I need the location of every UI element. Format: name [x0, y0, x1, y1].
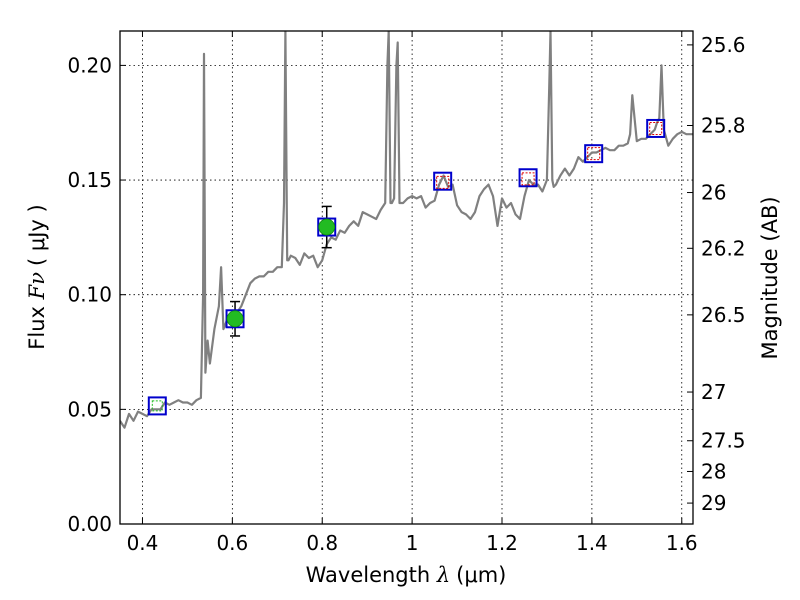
model-spectrum-line [120, 31, 693, 429]
model-layer [120, 31, 693, 429]
ticks-layer: 0.4 0.6 0.8 1 1.2 1.4 1.6 0.00 0.05 0.10 0.15 0.20 2… [67, 31, 746, 555]
mag-tick-label: 27 [701, 380, 726, 404]
model-photometry-square [225, 309, 245, 329]
mag-tick-label: 26 [701, 181, 726, 205]
y-tick-label: 0.00 [67, 512, 112, 536]
model-photometry-square [147, 396, 167, 416]
upper-limit-square [587, 147, 601, 161]
y-axis-label: Flux Fν( μJy ) [25, 204, 49, 349]
x-tick-label: 1.2 [486, 531, 518, 555]
observed-point [226, 310, 244, 328]
mag-tick-label: 25.6 [701, 33, 746, 57]
x-tick-label: 1.4 [576, 531, 608, 555]
x-axis-label: Wavelength λ (μm) [306, 563, 507, 587]
model-photometry-square [584, 144, 604, 164]
mag-tick-label: 26.5 [701, 303, 746, 327]
x-tick-label: 1.6 [666, 531, 698, 555]
mag-tick-label: 27.5 [701, 429, 746, 453]
y-tick-label: 0.20 [67, 53, 112, 77]
upper-limit-square [649, 121, 663, 135]
mag-tick-label: 26.2 [701, 236, 746, 260]
upper-limit-square [521, 172, 535, 186]
upper-limit-square [436, 175, 450, 189]
model-photometry-square [317, 217, 337, 237]
x-tick-label: 0.4 [127, 531, 159, 555]
y-tick-label: 0.15 [67, 168, 112, 192]
points-layer [147, 118, 666, 416]
x-tick-label: 0.6 [216, 531, 248, 555]
x-tick-label: 1 [406, 531, 419, 555]
mag-tick-label: 29 [701, 491, 726, 515]
y2-axis-label: Magnitude (AB) [758, 196, 782, 359]
x-tick-label: 0.8 [306, 531, 338, 555]
model-photometry-square [646, 118, 666, 138]
plot-frame [119, 30, 694, 525]
mag-tick-label: 25.8 [701, 113, 746, 137]
mag-tick-label: 28 [701, 459, 726, 483]
band-marker [151, 400, 163, 412]
y-tick-label: 0.10 [67, 283, 112, 307]
model-photometry-square [518, 168, 538, 188]
model-photometry-square [433, 171, 453, 191]
observed-point [318, 218, 336, 236]
y-tick-label: 0.05 [67, 397, 112, 421]
